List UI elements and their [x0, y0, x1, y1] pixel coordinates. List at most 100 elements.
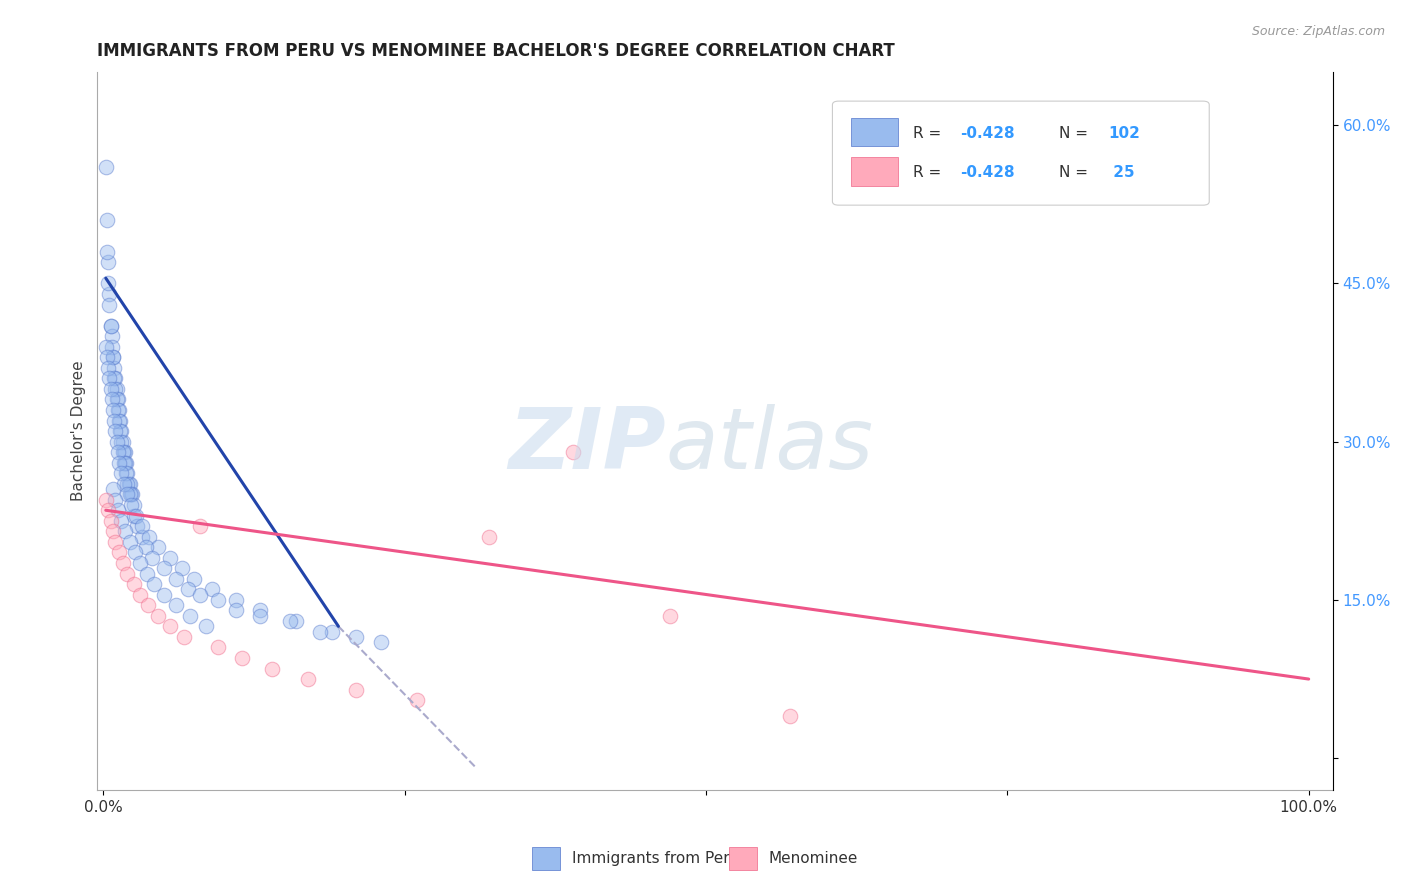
Point	[118, 535, 141, 549]
Point	[121, 487, 143, 501]
Point	[128, 556, 150, 570]
Point	[117, 467, 139, 481]
Point	[101, 403, 124, 417]
Point	[94, 340, 117, 354]
Point	[159, 550, 181, 565]
Point	[122, 508, 145, 523]
Point	[105, 382, 128, 396]
Point	[104, 492, 127, 507]
FancyBboxPatch shape	[851, 118, 898, 146]
Point	[201, 582, 224, 597]
Text: N =: N =	[1059, 165, 1092, 180]
Y-axis label: Bachelor's Degree: Bachelor's Degree	[72, 361, 86, 501]
Point	[114, 524, 136, 539]
Point	[111, 556, 134, 570]
Point	[370, 635, 392, 649]
Point	[165, 598, 187, 612]
Point	[173, 630, 195, 644]
Point	[100, 318, 122, 333]
Point	[104, 424, 127, 438]
Point	[135, 540, 157, 554]
Point	[321, 624, 343, 639]
Point	[118, 476, 141, 491]
Point	[207, 640, 229, 655]
Text: Menominee: Menominee	[769, 851, 858, 866]
Point	[101, 524, 124, 539]
Point	[97, 503, 120, 517]
Point	[118, 476, 141, 491]
Point	[101, 351, 124, 365]
Point	[100, 382, 122, 396]
Point	[110, 467, 132, 481]
Point	[183, 572, 205, 586]
Point	[658, 608, 681, 623]
Point	[122, 498, 145, 512]
Point	[136, 598, 159, 612]
Point	[194, 619, 217, 633]
Point	[122, 577, 145, 591]
Point	[188, 588, 211, 602]
Text: N =: N =	[1059, 126, 1092, 141]
Point	[117, 566, 139, 581]
Point	[114, 456, 136, 470]
Point	[478, 530, 501, 544]
Point	[104, 371, 127, 385]
Point	[105, 434, 128, 449]
Point	[110, 434, 132, 449]
Point	[112, 456, 135, 470]
Point	[101, 392, 124, 407]
Point	[346, 682, 368, 697]
Point	[170, 561, 193, 575]
Point	[152, 561, 174, 575]
Point	[101, 340, 124, 354]
Point	[103, 371, 125, 385]
Point	[108, 414, 131, 428]
Text: Source: ZipAtlas.com: Source: ZipAtlas.com	[1251, 25, 1385, 38]
Point	[231, 651, 253, 665]
Point	[98, 297, 121, 311]
Point	[107, 445, 129, 459]
Point	[115, 467, 138, 481]
Text: 25: 25	[1108, 165, 1135, 180]
Point	[117, 476, 139, 491]
Point	[97, 255, 120, 269]
Point	[207, 593, 229, 607]
Point	[297, 672, 319, 686]
Point	[249, 608, 271, 623]
Point	[96, 244, 118, 259]
Point	[96, 351, 118, 365]
Point	[112, 476, 135, 491]
Text: -0.428: -0.428	[960, 165, 1014, 180]
Text: R =: R =	[912, 126, 946, 141]
Point	[225, 603, 247, 617]
Text: Immigrants from Peru: Immigrants from Peru	[572, 851, 740, 866]
Text: IMMIGRANTS FROM PERU VS MENOMINEE BACHELOR'S DEGREE CORRELATION CHART: IMMIGRANTS FROM PERU VS MENOMINEE BACHEL…	[97, 42, 896, 60]
Point	[94, 492, 117, 507]
Point	[105, 392, 128, 407]
Point	[101, 329, 124, 343]
Point	[108, 456, 131, 470]
Text: -0.428: -0.428	[960, 126, 1014, 141]
Point	[103, 414, 125, 428]
Point	[111, 434, 134, 449]
Point	[117, 487, 139, 501]
Text: R =: R =	[912, 165, 946, 180]
Point	[159, 619, 181, 633]
Point	[98, 287, 121, 301]
FancyBboxPatch shape	[832, 101, 1209, 205]
Point	[135, 566, 157, 581]
Point	[107, 503, 129, 517]
Point	[131, 519, 153, 533]
Point	[100, 514, 122, 528]
Point	[127, 519, 149, 533]
Point	[108, 403, 131, 417]
Point	[179, 608, 201, 623]
Point	[107, 392, 129, 407]
Point	[103, 360, 125, 375]
Point	[112, 445, 135, 459]
Point	[188, 519, 211, 533]
Point	[110, 424, 132, 438]
Point	[146, 540, 169, 554]
Point	[779, 709, 801, 723]
Point	[94, 161, 117, 175]
